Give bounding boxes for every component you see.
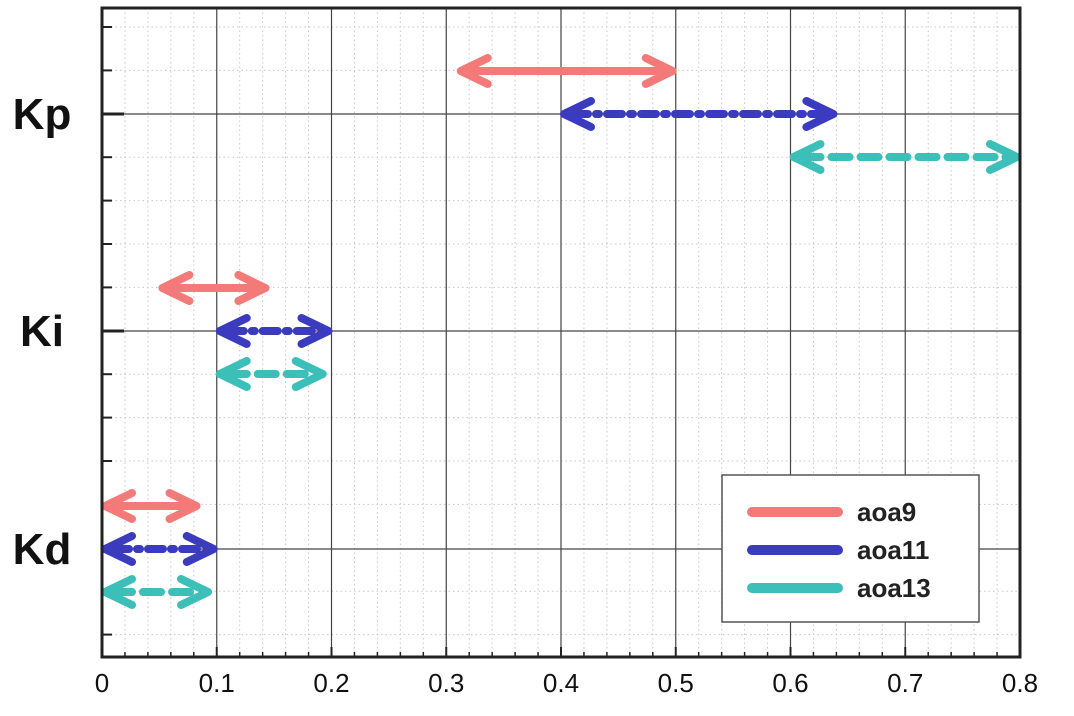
range-arrow-aoa9-Kp [456, 54, 677, 88]
range-arrow-aoa13-Ki [215, 357, 327, 391]
arrowhead-left [101, 532, 136, 566]
arrowhead-left [789, 140, 825, 174]
arrowhead-right [177, 575, 213, 609]
arrowhead-right [641, 54, 677, 88]
x-tick-label: 0.5 [658, 668, 694, 698]
range-arrow-aoa13-Kp [789, 140, 1021, 174]
arrowhead-right [986, 140, 1021, 174]
range-arrow-aoa11-Ki [215, 314, 333, 348]
arrowhead-right [802, 97, 838, 131]
y-category-label: Ki [20, 307, 64, 356]
range-arrow-aoa13-Kd [101, 575, 213, 609]
x-tick-label: 0.2 [313, 668, 349, 698]
x-tick-label: 0.4 [543, 668, 579, 698]
arrowhead-right [165, 489, 201, 523]
arrowhead-right [291, 357, 327, 391]
y-tick-labels: Kp Ki Kd [13, 90, 72, 574]
arrowhead-left [560, 97, 595, 131]
arrowhead-left [101, 575, 136, 609]
arrowhead-left [101, 489, 136, 523]
arrowhead-left [215, 357, 251, 391]
x-tick-label: 0 [95, 668, 109, 698]
plot-frame [100, 6, 1022, 659]
arrowhead-right [234, 271, 270, 305]
range-arrows [101, 54, 1021, 609]
x-tick-label: 0.1 [199, 668, 235, 698]
x-tick-labels: 0 0.1 0.2 0.3 0.4 0.5 0.6 0.7 0.8 [95, 668, 1038, 698]
range-arrow-aoa9-Ki [158, 271, 270, 305]
arrowhead-left [456, 54, 492, 88]
arrowhead-right [182, 532, 218, 566]
y-category-label: Kd [13, 525, 72, 574]
range-arrow-aoa9-Kd [101, 489, 201, 523]
range-arrow-aoa11-Kp [560, 97, 838, 131]
arrowhead-left [158, 271, 194, 305]
x-tick-label: 0.7 [887, 668, 923, 698]
legend: aoa9 aoa11 aoa13 [721, 474, 980, 623]
x-tick-label: 0.6 [772, 668, 808, 698]
x-tick-label: 0.3 [428, 668, 464, 698]
x-tick-label: 0.8 [1002, 668, 1038, 698]
arrowhead-left [215, 314, 251, 348]
legend-label-aoa11: aoa11 [857, 535, 929, 565]
legend-label-aoa9: aoa9 [857, 497, 916, 527]
arrowhead-right [297, 314, 333, 348]
y-category-label: Kp [13, 90, 72, 139]
legend-label-aoa13: aoa13 [857, 573, 931, 603]
range-arrow-aoa11-Kd [101, 532, 218, 566]
